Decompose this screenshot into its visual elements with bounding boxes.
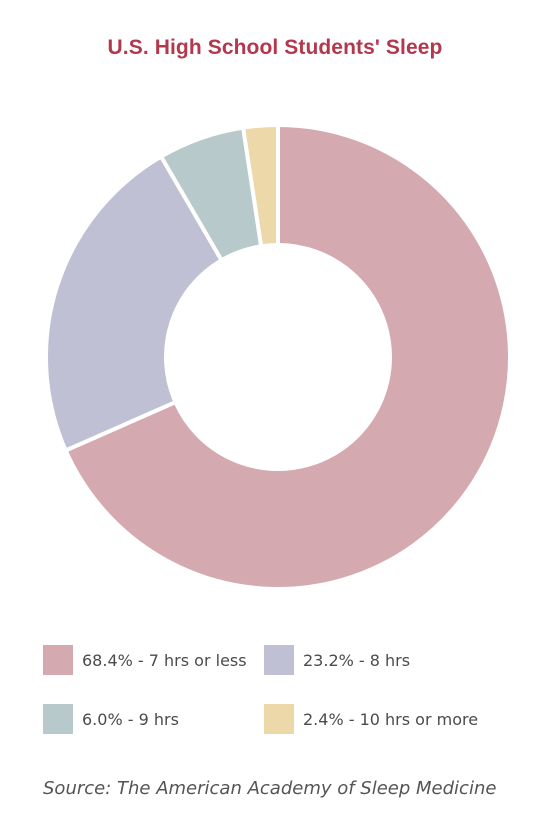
legend-swatch-7-hrs-or-less bbox=[43, 645, 73, 675]
chart-title: U.S. High School Students' Sleep bbox=[107, 36, 443, 59]
legend-swatch-8-hrs bbox=[264, 645, 294, 675]
slice-8-hrs bbox=[44, 153, 225, 454]
donut-slices bbox=[44, 122, 512, 591]
legend-item-9-hrs: 6.0% - 9 hrs bbox=[43, 703, 179, 735]
legend-item-10-hrs-or-more: 2.4% - 10 hrs or more bbox=[264, 703, 478, 735]
legend-item-8-hrs: 23.2% - 8 hrs bbox=[264, 644, 410, 676]
slice-10-hrs-or-more bbox=[240, 122, 280, 249]
slice-7-hrs-or-less bbox=[63, 122, 512, 591]
source-note: Source: The American Academy of Sleep Me… bbox=[43, 778, 497, 799]
legend-label-10-hrs-or-more: 2.4% - 10 hrs or more bbox=[303, 709, 479, 729]
legend-swatch-10-hrs-or-more bbox=[264, 704, 294, 734]
legend-label-9-hrs: 6.0% - 9 hrs bbox=[82, 709, 179, 729]
legend-label-8-hrs: 23.2% - 8 hrs bbox=[303, 650, 411, 670]
legend-label-7-hrs-or-less: 68.4% - 7 hrs or less bbox=[82, 650, 247, 670]
legend-item-7-hrs-or-less: 68.4% - 7 hrs or less bbox=[43, 644, 247, 676]
legend-swatch-9-hrs bbox=[43, 704, 73, 734]
